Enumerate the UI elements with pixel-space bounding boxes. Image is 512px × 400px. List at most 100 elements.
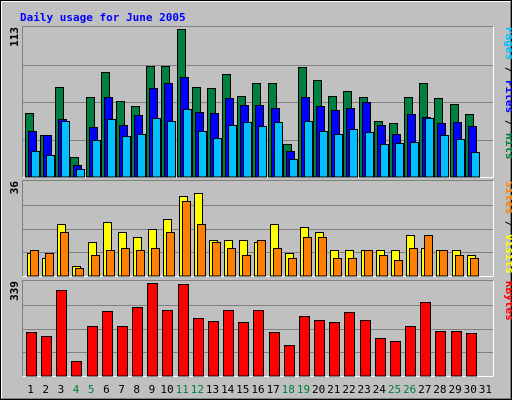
hits-bar-pages-day-30 — [471, 152, 480, 178]
kbytes-bar-kbytes-day-13 — [208, 321, 219, 377]
kbytes-bar-kbytes-day-27 — [420, 302, 431, 377]
hits-legend-part: / — [503, 60, 512, 80]
kbytes-legend-part: KBytes — [503, 281, 512, 321]
kbytes-bar-kbytes-day-12 — [193, 318, 204, 377]
kbytes-bar-kbytes-day-8 — [132, 307, 143, 377]
visits-legend-part: Visits — [503, 234, 512, 274]
hits-bar-pages-day-12 — [198, 131, 207, 178]
x-tick-day-23: 23 — [357, 383, 370, 396]
visits-bar-sites-day-3 — [60, 232, 69, 277]
hits-legend-part: / — [503, 113, 512, 133]
x-tick-day-11: 11 — [176, 383, 189, 396]
visits-bar-sites-day-22 — [348, 258, 357, 277]
hits-bar-pages-day-19 — [304, 121, 313, 178]
visits-bar-sites-day-5 — [91, 255, 100, 277]
x-tick-day-29: 29 — [448, 383, 461, 396]
kbytes-bar-kbytes-day-18 — [284, 345, 295, 377]
kbytes-bar-kbytes-day-16 — [253, 310, 264, 377]
hits-bar-pages-day-8 — [137, 134, 146, 178]
visits-bar-sites-day-28 — [439, 250, 448, 277]
x-tick-day-13: 13 — [206, 383, 219, 396]
x-tick-day-25: 25 — [388, 383, 401, 396]
x-tick-day-5: 5 — [88, 383, 95, 396]
visits-bar-sites-day-19 — [303, 237, 312, 277]
hits-bar-pages-day-6 — [107, 119, 116, 178]
hits-bar-pages-day-27 — [425, 118, 434, 178]
kbytes-bar-kbytes-day-17 — [269, 332, 280, 377]
kbytes-bar-kbytes-day-4 — [71, 361, 82, 377]
x-axis-tick-labels: 1 2 3 4 5 6 7 8 9 10 11 12 13 14 15 16 17 18 19 20 21 22 23 24 2… — [27, 383, 492, 396]
kbytes-bar-kbytes-day-20 — [314, 320, 325, 377]
x-tick-day-15: 15 — [236, 383, 249, 396]
kbytes-bar-kbytes-day-29 — [451, 331, 462, 377]
chart-title: Daily usage for June 2005 — [20, 11, 186, 24]
x-tick-day-7: 7 — [118, 383, 125, 396]
visits-bar-sites-day-16 — [257, 240, 266, 277]
visits-bar-sites-day-26 — [409, 248, 418, 277]
kbytes-bar-kbytes-day-9 — [147, 283, 158, 377]
hits-legend-label: Pages / Files / Hits — [503, 27, 512, 160]
hits-bar-pages-day-17 — [274, 122, 283, 178]
x-tick-day-21: 21 — [327, 383, 340, 396]
kbytes-bar-kbytes-day-6 — [102, 311, 113, 377]
kbytes-bar-kbytes-day-3 — [56, 290, 67, 377]
kbytes-bar-kbytes-day-19 — [299, 316, 310, 377]
visits-bar-sites-day-15 — [242, 255, 251, 277]
kbytes-bar-kbytes-day-22 — [344, 312, 355, 377]
x-tick-day-30: 30 — [464, 383, 477, 396]
kbytes-bar-kbytes-day-15 — [238, 322, 249, 377]
visits-bar-sites-day-6 — [106, 250, 115, 277]
visits-bar-sites-day-20 — [318, 237, 327, 277]
hits-bar-pages-day-3 — [61, 121, 70, 178]
kbytes-bar-kbytes-day-26 — [405, 326, 416, 377]
hits-bar-pages-day-22 — [349, 129, 358, 178]
hits-bar-pages-day-25 — [395, 143, 404, 178]
hits-bar-pages-day-28 — [440, 135, 449, 178]
visits-bar-sites-day-13 — [212, 242, 221, 277]
hits-legend-part: Files — [503, 80, 512, 113]
x-tick-day-24: 24 — [373, 383, 387, 396]
visits-bar-sites-day-21 — [333, 258, 342, 277]
hits-bar-pages-day-26 — [410, 142, 419, 178]
kbytes-bar-kbytes-day-28 — [435, 331, 446, 377]
kbytes-bar-kbytes-day-14 — [223, 310, 234, 377]
x-tick-day-3: 3 — [58, 383, 65, 396]
x-tick-day-22: 22 — [342, 383, 355, 396]
kbytes-bar-kbytes-day-2 — [41, 336, 52, 377]
x-tick-day-2: 2 — [42, 383, 49, 396]
visits-legend-part: / — [503, 214, 512, 234]
hits-bar-pages-day-11 — [183, 109, 192, 178]
hits-bar-pages-day-23 — [365, 132, 374, 178]
kbytes-bar-kbytes-day-10 — [162, 310, 173, 377]
hits-bar-pages-day-4 — [76, 169, 85, 178]
x-tick-day-6: 6 — [103, 383, 110, 396]
hits-bar-pages-day-5 — [92, 140, 101, 178]
hits-bar-pages-day-24 — [380, 144, 389, 178]
visits-bar-sites-day-11 — [182, 201, 191, 277]
visits-bar-sites-day-29 — [455, 255, 464, 277]
hits-ymax-label: 113 — [8, 27, 21, 47]
x-tick-day-9: 9 — [149, 383, 156, 396]
hits-bar-pages-day-13 — [213, 138, 222, 178]
hits-bar-pages-day-14 — [228, 125, 237, 178]
hits-legend-part: Pages — [503, 27, 512, 60]
kbytes-legend-label: KBytes — [503, 281, 512, 321]
panel-kbytes: 339 KBytes — [8, 280, 512, 377]
x-tick-day-4: 4 — [73, 383, 80, 396]
hits-legend-part: Hits — [503, 133, 512, 160]
x-tick-day-14: 14 — [221, 383, 235, 396]
visits-bar-sites-day-27 — [424, 235, 433, 277]
kbytes-bar-kbytes-day-23 — [360, 320, 371, 377]
kbytes-bar-kbytes-day-30 — [466, 333, 477, 377]
x-tick-day-26: 26 — [403, 383, 416, 396]
x-tick-day-31: 31 — [479, 383, 492, 396]
hits-bar-pages-day-18 — [289, 159, 298, 178]
visits-bar-sites-day-10 — [166, 232, 175, 277]
visits-ymax-label: 36 — [8, 181, 21, 195]
x-tick-day-1: 1 — [27, 383, 34, 396]
x-tick-day-28: 28 — [433, 383, 446, 396]
hits-bar-pages-day-21 — [334, 134, 343, 178]
hits-bar-pages-day-2 — [46, 155, 55, 178]
panel-hits: 113 Pages / Files / Hits — [8, 26, 512, 178]
